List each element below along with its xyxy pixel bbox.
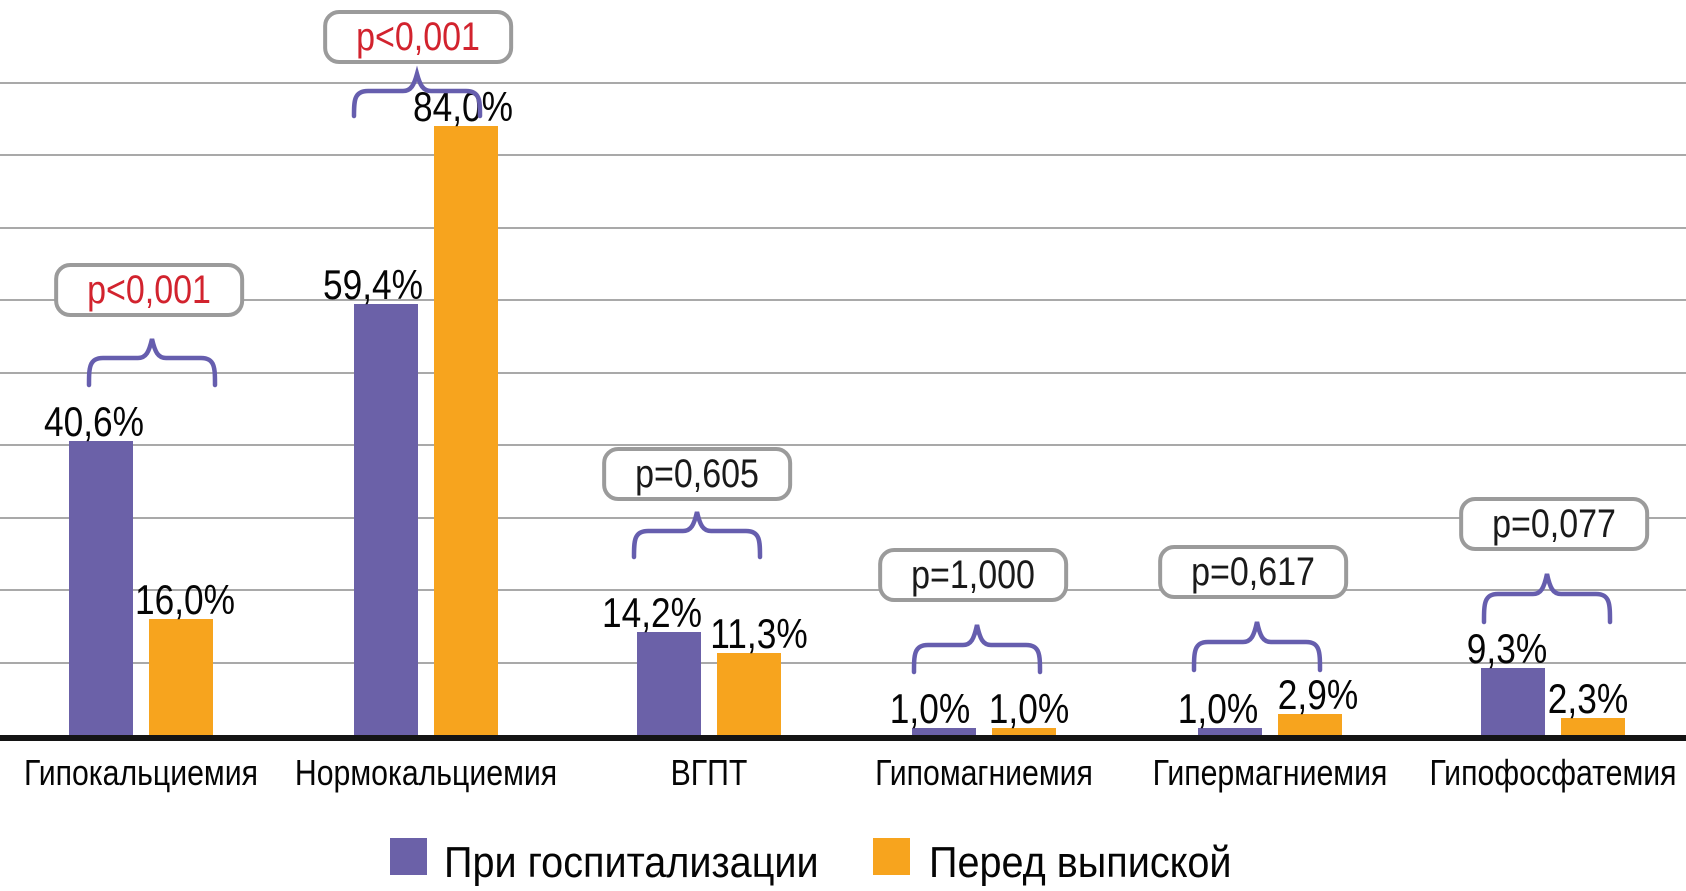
p-value-box-2: p<0,001 — [323, 10, 513, 64]
x-axis-line — [0, 735, 1686, 741]
gridline-30-percent — [0, 516, 1686, 519]
value-label: 1,0% — [988, 685, 1070, 732]
brace-3 — [631, 511, 763, 560]
gridline-50-percent — [0, 371, 1686, 374]
gridline-20-percent — [0, 589, 1686, 591]
p-value-box-6: p=0,077 — [1459, 497, 1649, 551]
value-label: 40,6% — [43, 398, 145, 445]
brace-5 — [1191, 621, 1323, 673]
p-value-text: p=1,000 — [911, 553, 1035, 597]
legend-label-admission: При госпитализации — [444, 838, 819, 887]
bar-discharge-6 — [1561, 718, 1625, 735]
gridline-90-percent — [0, 81, 1686, 84]
bar-discharge-5 — [1278, 714, 1342, 735]
bar-admission-3 — [637, 632, 701, 735]
p-value-text: p<0,001 — [87, 268, 211, 312]
value-label: 1,0% — [889, 685, 971, 732]
value-label: 2,3% — [1547, 675, 1629, 722]
category-label-5: Гипермагниемия — [1152, 752, 1388, 793]
value-label: 2,9% — [1277, 671, 1359, 718]
p-value-text: p<0,001 — [356, 15, 480, 59]
bar-discharge-3 — [717, 653, 781, 735]
brace-4 — [911, 624, 1043, 675]
p-value-box-5: p=0,617 — [1158, 545, 1348, 599]
bar-discharge-4 — [992, 728, 1056, 735]
value-label: 1,0% — [1177, 685, 1259, 732]
bar-admission-4 — [912, 728, 976, 735]
category-label-4: Гипомагниемия — [875, 752, 1093, 793]
gridline-10-percent — [0, 661, 1686, 664]
p-value-box-1: p<0,001 — [54, 263, 244, 317]
bar-admission-6 — [1481, 668, 1545, 735]
brace-6 — [1481, 573, 1613, 625]
p-value-text: p=0,605 — [635, 452, 759, 496]
brace-2 — [351, 65, 483, 119]
p-value-text: p=0,617 — [1191, 550, 1315, 594]
legend-swatch-admission — [390, 838, 427, 875]
category-label-3: ВГПТ — [670, 752, 748, 793]
bar-admission-1 — [69, 441, 133, 735]
p-value-text: p=0,077 — [1492, 502, 1616, 546]
gridline-60-percent — [0, 299, 1686, 301]
category-label-1: Гипокальциемия — [24, 752, 258, 793]
value-label: 9,3% — [1466, 625, 1548, 672]
value-label: 14,2% — [601, 589, 703, 636]
bar-discharge-1 — [149, 619, 213, 735]
value-label: 16,0% — [134, 576, 236, 623]
bar-admission-5 — [1198, 728, 1262, 735]
gridline-40-percent — [0, 444, 1686, 446]
value-label: 11,3% — [710, 610, 808, 657]
gridline-80-percent — [0, 154, 1686, 156]
category-label-2: Нормокальциемия — [294, 752, 558, 793]
legend-swatch-discharge — [873, 838, 910, 875]
p-value-box-3: p=0,605 — [602, 447, 792, 501]
value-label: 59,4% — [322, 261, 424, 308]
category-label-6: Гипофосфатемия — [1429, 752, 1677, 793]
brace-1 — [86, 338, 218, 388]
gridline-70-percent — [0, 226, 1686, 229]
p-value-box-4: p=1,000 — [878, 548, 1068, 602]
bar-admission-2 — [354, 304, 418, 735]
legend-label-discharge: Перед выпиской — [929, 838, 1232, 887]
bar-discharge-2 — [434, 126, 498, 735]
